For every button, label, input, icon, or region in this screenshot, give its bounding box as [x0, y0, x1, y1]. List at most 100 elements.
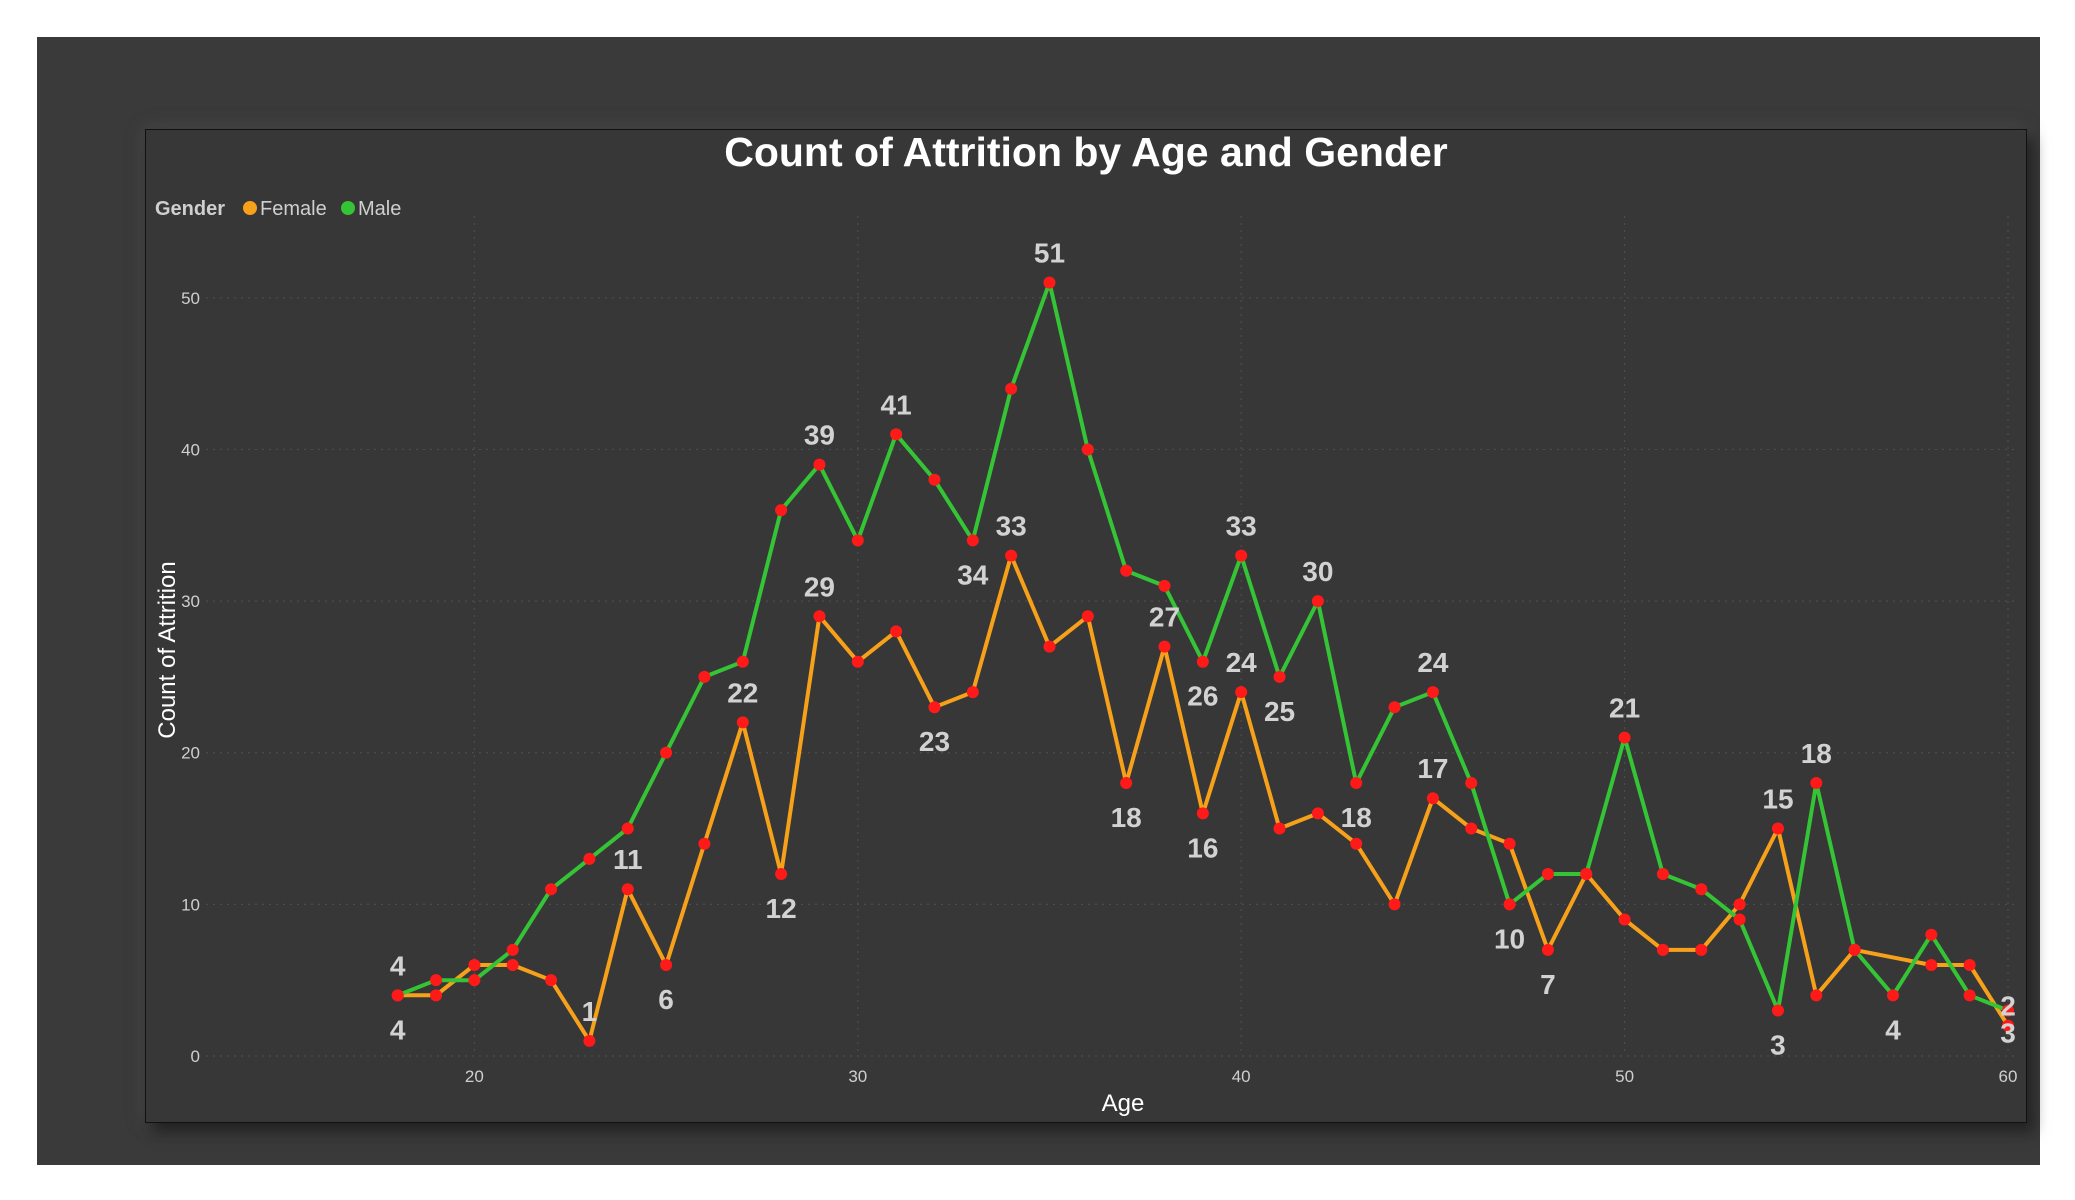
data-label: 24: [1226, 647, 1258, 678]
legend-label-female: Female: [260, 198, 327, 220]
data-point-female: [851, 655, 864, 668]
data-point-male: [1235, 549, 1248, 562]
data-point-female: [1695, 943, 1708, 956]
data-point-male: [890, 428, 903, 441]
data-point-male: [1465, 777, 1478, 790]
data-label: 3: [1770, 1030, 1786, 1061]
data-label: 30: [1302, 556, 1333, 587]
data-label: 51: [1034, 238, 1065, 269]
data-point-female: [1196, 807, 1209, 820]
data-label: 39: [804, 420, 835, 451]
data-point-female: [1810, 989, 1823, 1002]
x-axis-ticks: 20 30 40 50 60: [465, 1067, 2018, 1086]
data-point-male: [1005, 382, 1018, 395]
data-point-male: [1733, 913, 1746, 926]
data-labels: 4411162212293941233433512718261633242530…: [390, 238, 2016, 1061]
data-label: 21: [1609, 693, 1640, 724]
x-tick-label: 30: [848, 1067, 867, 1086]
data-point-male: [1503, 898, 1516, 911]
data-point-female: [506, 959, 519, 972]
data-label: 33: [1226, 511, 1257, 542]
data-label: 10: [1494, 923, 1525, 954]
data-point-female: [1925, 959, 1938, 972]
data-label: 11: [613, 844, 643, 875]
data-point-male: [391, 989, 404, 1002]
data-point-male: [506, 943, 519, 956]
data-point-female: [1771, 822, 1784, 835]
x-tick-label: 20: [465, 1067, 484, 1086]
data-point-female: [1388, 898, 1401, 911]
data-point-female: [621, 883, 634, 896]
attrition-line-chart: Count of Attrition by Age and Gender Gen…: [154, 130, 2018, 1117]
y-tick-label: 0: [191, 1047, 200, 1066]
data-point-female: [1273, 822, 1286, 835]
data-point-female: [660, 959, 673, 972]
data-label: 29: [804, 571, 835, 602]
legend: Gender Female Male: [155, 198, 401, 220]
data-point-female: [698, 837, 711, 850]
data-point-male: [966, 534, 979, 547]
chart-title: Count of Attrition by Age and Gender: [724, 130, 1448, 175]
legend-items: Female Male: [243, 198, 401, 220]
data-point-female: [1465, 822, 1478, 835]
data-point-male: [928, 473, 941, 486]
x-tick-label: 60: [1999, 1067, 2018, 1086]
data-label: 4: [390, 1014, 406, 1045]
data-point-female: [1541, 943, 1554, 956]
data-label: 26: [1187, 681, 1218, 712]
data-point-male: [1273, 670, 1286, 683]
gridlines: [206, 216, 2018, 1057]
data-point-female: [545, 974, 558, 987]
data-point-male: [775, 504, 788, 517]
y-tick-label: 20: [181, 744, 200, 763]
data-point-male: [660, 746, 673, 759]
data-point-male: [468, 974, 481, 987]
data-point-female: [1503, 837, 1516, 850]
data-label: 27: [1149, 602, 1180, 633]
data-point-male: [1886, 989, 1899, 1002]
series-line-male: [396, 280, 2009, 1013]
x-tick-label: 50: [1615, 1067, 1634, 1086]
x-axis-label: Age: [1102, 1090, 1145, 1117]
data-label: 4: [390, 950, 406, 981]
data-label: 15: [1762, 784, 1793, 815]
data-point-female: [928, 701, 941, 714]
data-label: 6: [658, 984, 674, 1015]
data-point-male: [1081, 443, 1094, 456]
data-label: 34: [957, 559, 989, 590]
data-label: 24: [1417, 647, 1449, 678]
data-point-female: [1350, 837, 1363, 850]
data-point-female: [1733, 898, 1746, 911]
data-point-male: [1695, 883, 1708, 896]
data-point-male: [813, 458, 826, 471]
x-tick-label: 40: [1232, 1067, 1251, 1086]
data-point-male: [1426, 686, 1439, 699]
data-label: 12: [766, 893, 797, 924]
y-tick-label: 30: [181, 592, 200, 611]
data-point-male: [1848, 943, 1861, 956]
data-point-male: [1158, 579, 1171, 592]
data-point-female: [736, 716, 749, 729]
data-point-male: [1350, 777, 1363, 790]
data-label: 18: [1341, 802, 1372, 833]
data-point-female: [1043, 640, 1056, 653]
data-point-male: [621, 822, 634, 835]
data-point-male: [1580, 868, 1593, 881]
data-label: 16: [1187, 832, 1218, 863]
data-point-male: [1810, 777, 1823, 790]
data-point-female: [1081, 610, 1094, 623]
data-point-female: [1120, 777, 1133, 790]
y-tick-label: 10: [181, 895, 200, 914]
chart-panel: Count of Attrition by Age and Gender Gen…: [145, 129, 2027, 1123]
data-markers: [391, 276, 2014, 1047]
data-point-male: [1925, 928, 1938, 941]
y-axis-ticks: 0 10 20 30 40 50: [181, 289, 200, 1066]
data-point-female: [890, 625, 903, 638]
legend-title: Gender: [155, 198, 225, 220]
data-point-female: [1963, 959, 1976, 972]
y-tick-label: 40: [181, 440, 200, 459]
data-point-female: [775, 868, 788, 881]
data-point-male: [1388, 701, 1401, 714]
data-point-male: [1963, 989, 1976, 1002]
data-label: 1: [582, 996, 598, 1027]
